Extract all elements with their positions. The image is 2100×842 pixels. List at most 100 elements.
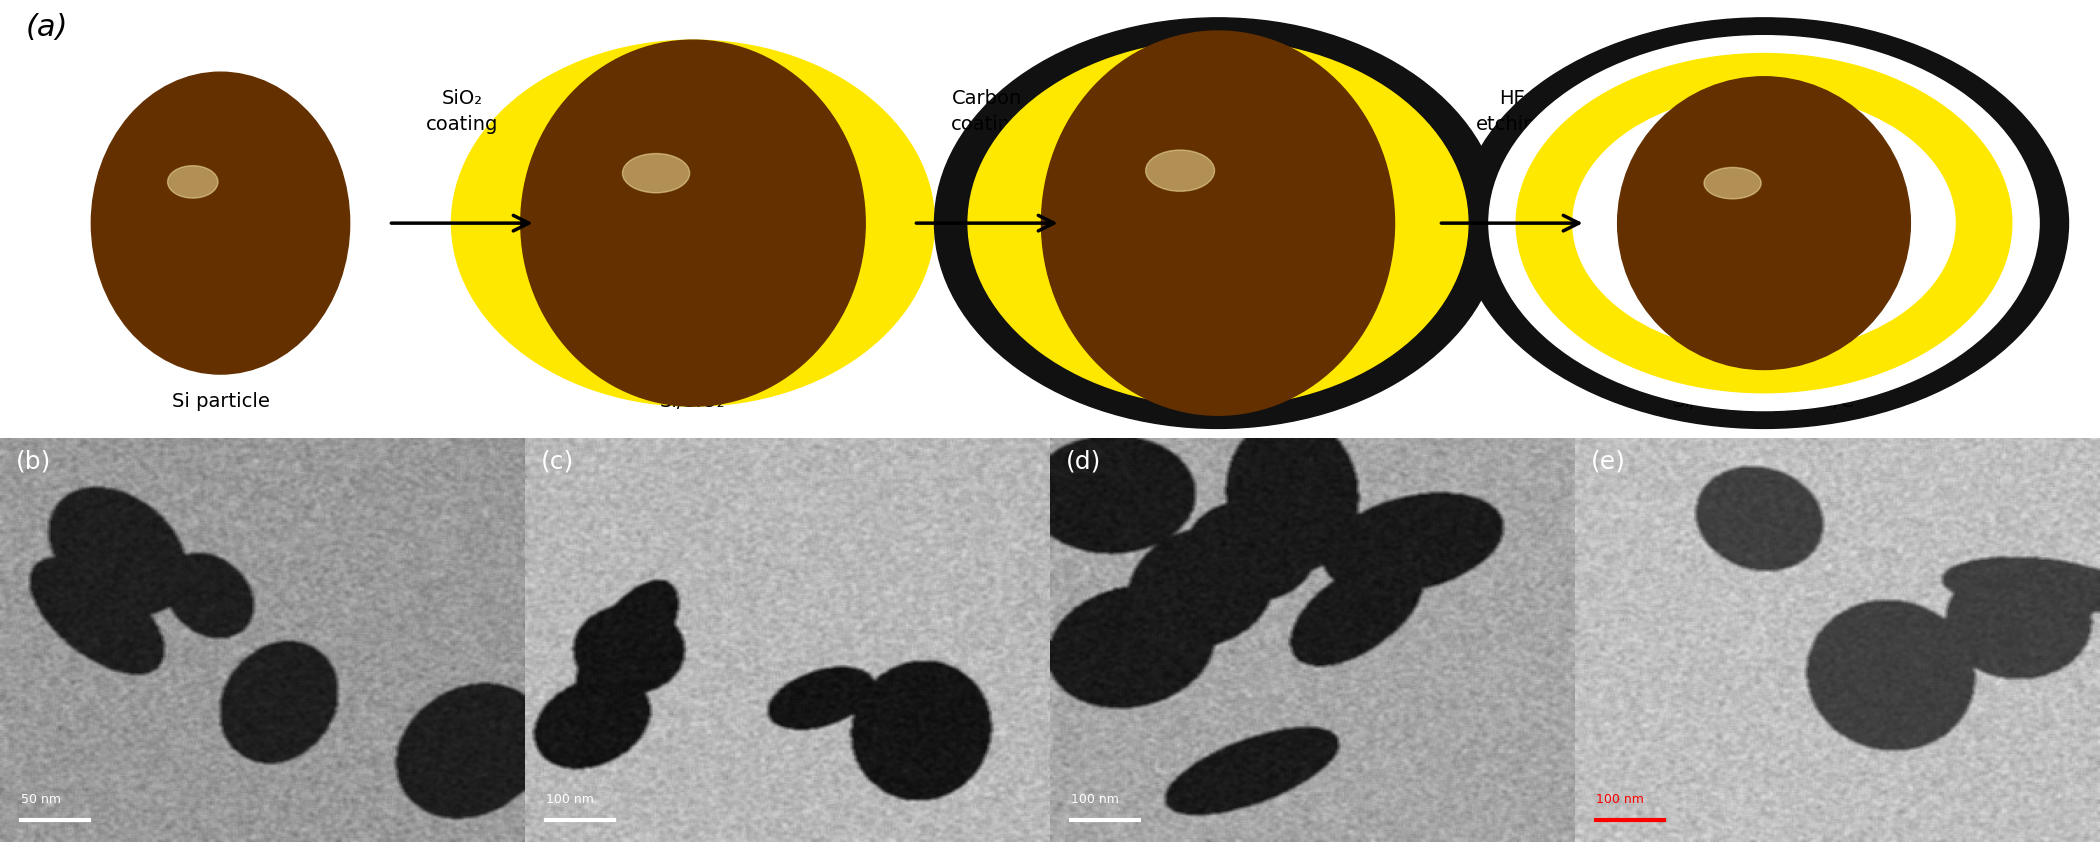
- Ellipse shape: [1115, 110, 1321, 336]
- Ellipse shape: [113, 97, 328, 349]
- Ellipse shape: [1214, 218, 1222, 228]
- Ellipse shape: [208, 210, 233, 237]
- Ellipse shape: [136, 125, 304, 322]
- Ellipse shape: [1130, 126, 1306, 320]
- Ellipse shape: [1170, 171, 1266, 275]
- Ellipse shape: [1168, 168, 1268, 279]
- Ellipse shape: [178, 174, 262, 272]
- Ellipse shape: [145, 135, 296, 312]
- Ellipse shape: [132, 120, 309, 327]
- Ellipse shape: [934, 18, 1502, 429]
- Ellipse shape: [666, 195, 720, 252]
- Ellipse shape: [647, 173, 739, 273]
- Text: Si particle: Si particle: [172, 392, 269, 411]
- Ellipse shape: [94, 75, 346, 371]
- Ellipse shape: [968, 40, 1468, 406]
- Ellipse shape: [567, 88, 819, 358]
- Ellipse shape: [200, 200, 242, 247]
- Ellipse shape: [1050, 40, 1386, 406]
- Ellipse shape: [452, 40, 934, 406]
- Ellipse shape: [1044, 35, 1392, 412]
- Ellipse shape: [538, 58, 848, 388]
- Ellipse shape: [1054, 44, 1382, 402]
- Ellipse shape: [1754, 212, 1774, 234]
- Ellipse shape: [155, 147, 286, 299]
- Ellipse shape: [1737, 195, 1791, 251]
- Ellipse shape: [143, 132, 298, 314]
- Ellipse shape: [1688, 147, 1840, 299]
- Ellipse shape: [1638, 96, 1890, 350]
- Ellipse shape: [1640, 99, 1888, 348]
- Ellipse shape: [1718, 176, 1810, 270]
- Ellipse shape: [1088, 82, 1348, 365]
- Ellipse shape: [632, 158, 754, 288]
- Ellipse shape: [601, 125, 785, 322]
- Ellipse shape: [1720, 179, 1808, 268]
- Ellipse shape: [544, 64, 842, 382]
- Ellipse shape: [1071, 63, 1365, 383]
- Ellipse shape: [160, 152, 281, 294]
- Ellipse shape: [109, 92, 332, 354]
- Ellipse shape: [1735, 193, 1793, 253]
- Ellipse shape: [174, 169, 267, 277]
- Ellipse shape: [1184, 187, 1252, 259]
- Ellipse shape: [1695, 154, 1833, 292]
- Text: Si/SiO₂: Si/SiO₂: [659, 392, 727, 411]
- Ellipse shape: [1573, 93, 1955, 353]
- Ellipse shape: [1092, 85, 1344, 361]
- Ellipse shape: [1760, 220, 1768, 226]
- Ellipse shape: [116, 99, 326, 347]
- Ellipse shape: [1751, 210, 1777, 237]
- Ellipse shape: [1096, 92, 1340, 354]
- Ellipse shape: [153, 145, 288, 301]
- Ellipse shape: [172, 167, 269, 280]
- Ellipse shape: [1063, 53, 1373, 393]
- Ellipse shape: [1678, 137, 1850, 309]
- Ellipse shape: [183, 179, 258, 267]
- Ellipse shape: [1094, 88, 1342, 358]
- Ellipse shape: [1728, 188, 1800, 258]
- Ellipse shape: [1100, 94, 1336, 352]
- Ellipse shape: [130, 117, 311, 329]
- Ellipse shape: [1048, 37, 1388, 409]
- Ellipse shape: [120, 104, 321, 342]
- Ellipse shape: [193, 192, 248, 254]
- Ellipse shape: [1140, 139, 1296, 307]
- Text: 100 nm: 100 nm: [546, 792, 594, 806]
- Ellipse shape: [1745, 205, 1783, 241]
- Ellipse shape: [592, 116, 794, 330]
- Ellipse shape: [521, 40, 865, 406]
- Ellipse shape: [1102, 98, 1334, 349]
- Ellipse shape: [97, 77, 344, 369]
- Ellipse shape: [1634, 93, 1894, 353]
- Ellipse shape: [611, 137, 775, 309]
- Text: 100 nm: 100 nm: [1596, 792, 1644, 806]
- Ellipse shape: [1186, 189, 1250, 257]
- Ellipse shape: [1126, 123, 1310, 323]
- Ellipse shape: [1628, 87, 1900, 360]
- Ellipse shape: [1644, 104, 1884, 343]
- Text: Carbon
coating: Carbon coating: [951, 88, 1023, 135]
- Ellipse shape: [122, 107, 319, 339]
- Ellipse shape: [531, 52, 855, 394]
- Ellipse shape: [185, 182, 256, 264]
- Text: 100 nm: 100 nm: [1071, 792, 1119, 806]
- Ellipse shape: [1159, 158, 1277, 288]
- Ellipse shape: [586, 109, 800, 337]
- Ellipse shape: [609, 134, 777, 312]
- Ellipse shape: [672, 200, 714, 246]
- Ellipse shape: [529, 49, 857, 397]
- Ellipse shape: [168, 166, 218, 198]
- Ellipse shape: [643, 170, 743, 276]
- Ellipse shape: [638, 164, 748, 282]
- Ellipse shape: [1670, 128, 1858, 318]
- Ellipse shape: [1705, 164, 1823, 282]
- Ellipse shape: [657, 185, 729, 261]
- Ellipse shape: [1205, 209, 1231, 237]
- Ellipse shape: [1058, 50, 1378, 397]
- Ellipse shape: [1086, 78, 1350, 368]
- Ellipse shape: [550, 71, 836, 376]
- Ellipse shape: [1617, 77, 1911, 370]
- Ellipse shape: [1630, 89, 1898, 357]
- Ellipse shape: [1648, 109, 1880, 338]
